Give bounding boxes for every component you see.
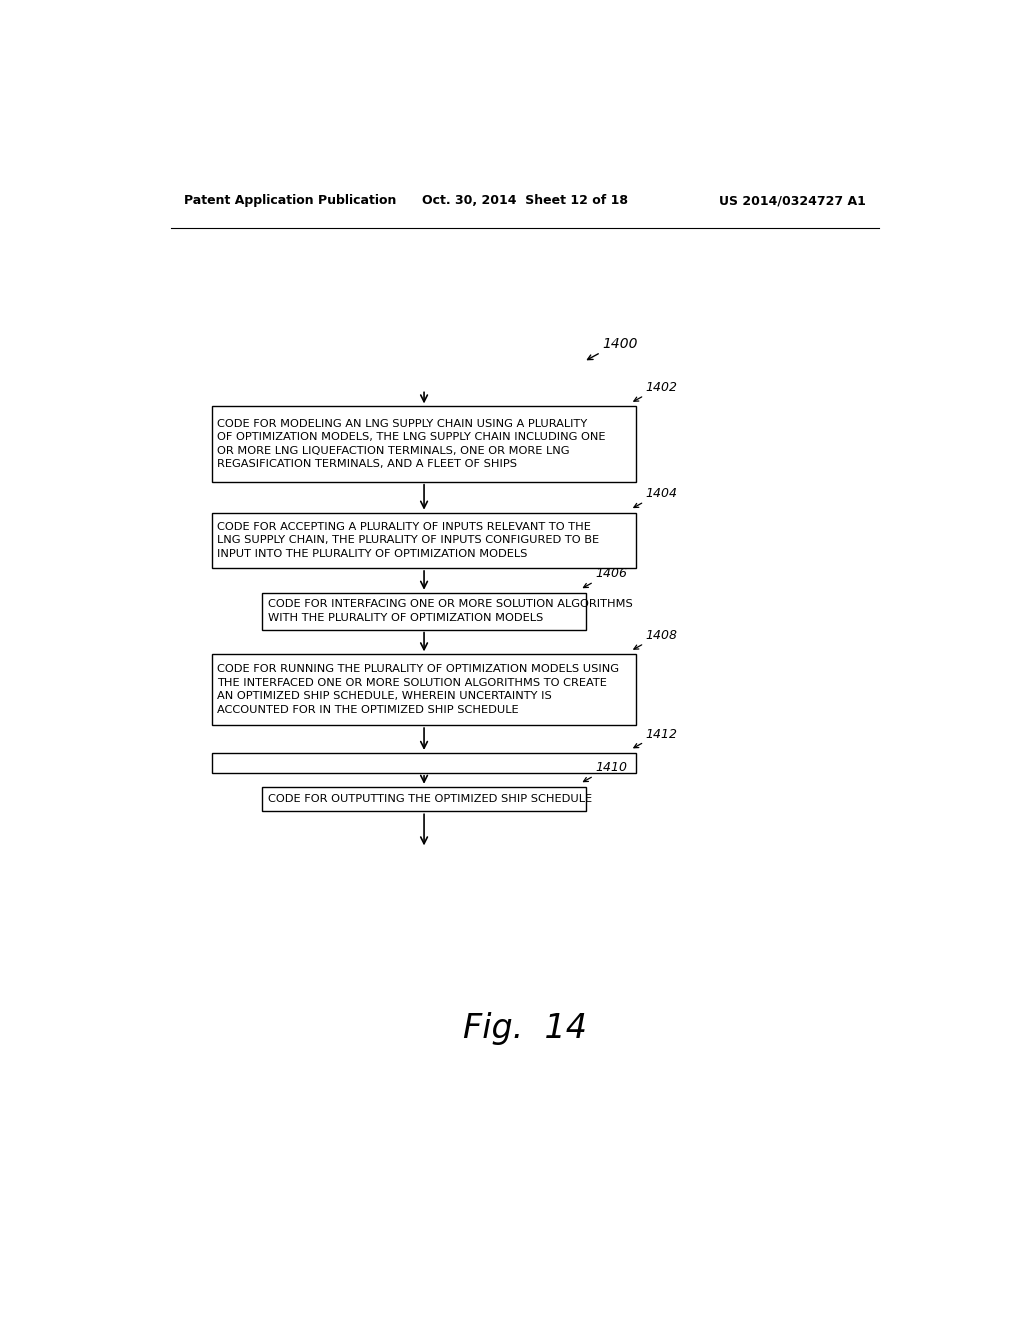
Text: 1406: 1406 bbox=[595, 568, 628, 581]
Text: Oct. 30, 2014  Sheet 12 of 18: Oct. 30, 2014 Sheet 12 of 18 bbox=[422, 194, 628, 207]
Text: CODE FOR INTERFACING ONE OR MORE SOLUTION ALGORITHMS
WITH THE PLURALITY OF OPTIM: CODE FOR INTERFACING ONE OR MORE SOLUTIO… bbox=[267, 599, 632, 623]
Text: CODE FOR OUTPUTTING THE OPTIMIZED SHIP SCHEDULE: CODE FOR OUTPUTTING THE OPTIMIZED SHIP S… bbox=[267, 795, 592, 804]
Text: Fig.  14: Fig. 14 bbox=[463, 1012, 587, 1045]
Text: 1400: 1400 bbox=[602, 337, 638, 351]
FancyBboxPatch shape bbox=[212, 655, 636, 725]
Text: Patent Application Publication: Patent Application Publication bbox=[183, 194, 396, 207]
Text: 1410: 1410 bbox=[595, 762, 628, 775]
Text: 1412: 1412 bbox=[646, 727, 678, 741]
Text: 1408: 1408 bbox=[646, 628, 678, 642]
Text: CODE FOR ACCEPTING A PLURALITY OF INPUTS RELEVANT TO THE
LNG SUPPLY CHAIN, THE P: CODE FOR ACCEPTING A PLURALITY OF INPUTS… bbox=[217, 521, 599, 558]
Text: CODE FOR MODELING AN LNG SUPPLY CHAIN USING A PLURALITY
OF OPTIMIZATION MODELS, : CODE FOR MODELING AN LNG SUPPLY CHAIN US… bbox=[217, 418, 605, 470]
FancyBboxPatch shape bbox=[212, 407, 636, 482]
FancyBboxPatch shape bbox=[212, 752, 636, 774]
Text: CODE FOR RUNNING THE PLURALITY OF OPTIMIZATION MODELS USING
THE INTERFACED ONE O: CODE FOR RUNNING THE PLURALITY OF OPTIMI… bbox=[217, 664, 620, 715]
FancyBboxPatch shape bbox=[212, 512, 636, 568]
FancyBboxPatch shape bbox=[262, 787, 586, 812]
Text: 1402: 1402 bbox=[646, 381, 678, 395]
Text: US 2014/0324727 A1: US 2014/0324727 A1 bbox=[719, 194, 866, 207]
Text: 1404: 1404 bbox=[646, 487, 678, 500]
FancyBboxPatch shape bbox=[262, 593, 586, 630]
